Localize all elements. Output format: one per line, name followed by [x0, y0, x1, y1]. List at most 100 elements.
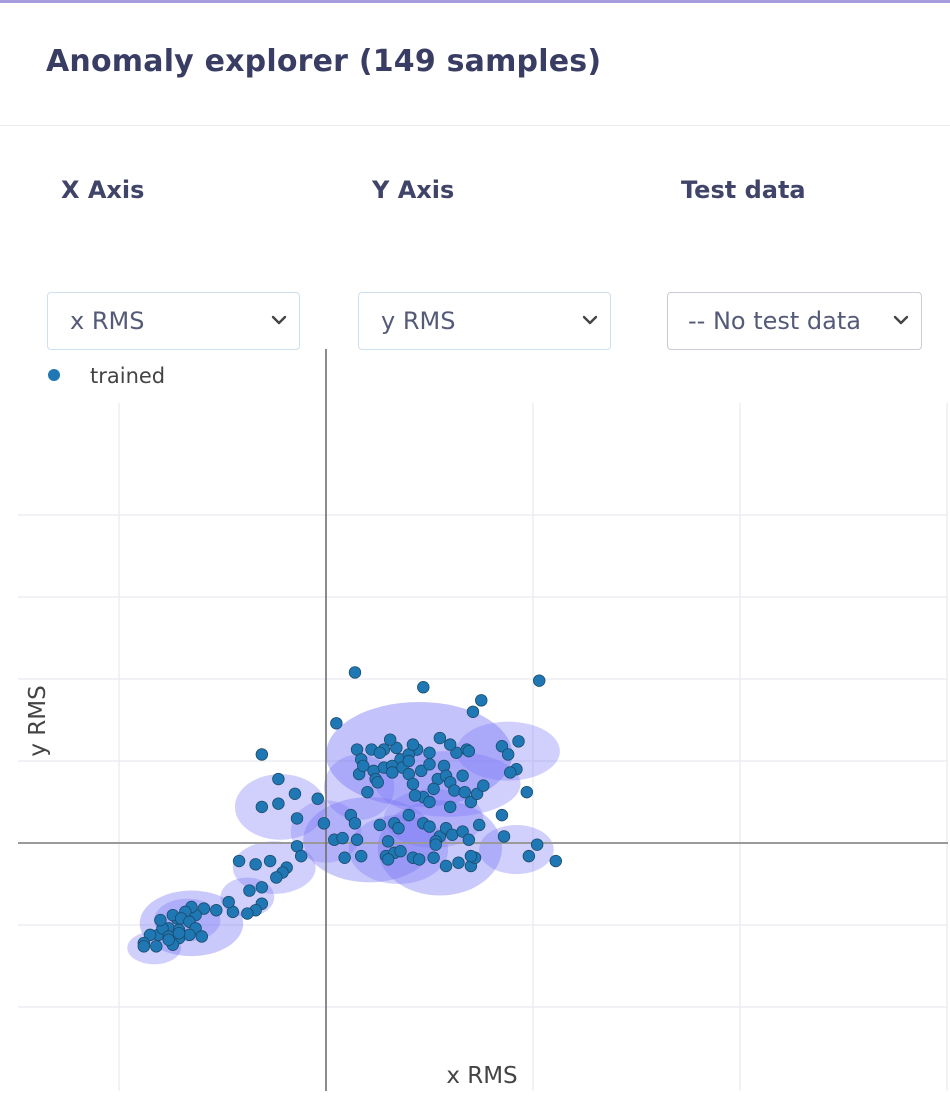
data-point — [472, 818, 486, 832]
test-data-select-value: -- No test data — [688, 307, 861, 335]
data-point — [270, 871, 283, 884]
y-axis-select-value: y RMS — [381, 307, 456, 335]
data-point — [255, 800, 269, 814]
test-data-control: Test data -- No test data — [667, 176, 922, 350]
data-point — [263, 854, 277, 868]
data-point — [311, 792, 324, 805]
data-point — [423, 820, 436, 833]
y-axis-label: Y Axis — [372, 176, 455, 204]
y-axis-control: Y Axis y RMS — [358, 176, 611, 350]
data-point — [504, 766, 517, 779]
data-point — [522, 849, 536, 863]
data-point — [288, 787, 302, 801]
data-point — [477, 779, 490, 792]
scatter-plot-svg[interactable]: trained x RMS y RMS — [0, 343, 950, 1107]
data-point — [255, 881, 269, 894]
data-point — [373, 746, 387, 760]
chevron-down-icon — [893, 315, 909, 325]
data-point — [336, 831, 349, 845]
data-point — [495, 740, 509, 753]
data-point — [452, 856, 465, 869]
data-point — [412, 853, 426, 866]
data-point — [338, 851, 351, 864]
data-point — [466, 705, 480, 719]
data-point — [255, 748, 269, 761]
data-point — [512, 735, 525, 748]
data-point — [464, 849, 478, 863]
data-point — [448, 784, 461, 797]
data-point — [294, 849, 308, 863]
data-point — [183, 928, 196, 942]
data-point — [423, 758, 436, 771]
data-point — [137, 940, 151, 953]
data-point — [241, 907, 254, 920]
y-axis-title: y RMS — [25, 685, 51, 756]
data-point — [143, 928, 157, 942]
data-point — [354, 849, 368, 863]
data-point — [415, 764, 428, 778]
data-point — [464, 795, 478, 809]
axis-controls: X Axis x RMS Y Axis y RMS Test data -- N… — [0, 126, 950, 350]
data-point — [475, 694, 488, 707]
data-point — [330, 717, 343, 730]
data-point — [150, 940, 163, 953]
data-point — [406, 738, 420, 751]
chevron-down-icon — [582, 315, 598, 325]
data-point — [439, 859, 453, 873]
data-point — [423, 795, 436, 809]
card-title: Anomaly explorer (149 samples) — [46, 43, 602, 79]
data-point — [394, 845, 407, 858]
data-point — [402, 808, 416, 822]
data-point — [429, 838, 442, 851]
data-point — [390, 741, 403, 755]
data-point — [423, 746, 436, 760]
data-point — [210, 904, 223, 917]
data-point — [549, 854, 562, 868]
data-point — [533, 674, 546, 687]
legend[interactable]: trained — [48, 364, 165, 388]
data-point — [458, 785, 471, 799]
card-header: Anomaly explorer (149 samples) — [0, 3, 950, 126]
data-point — [348, 817, 362, 830]
data-point — [383, 733, 397, 746]
x-axis-title: x RMS — [446, 1063, 517, 1089]
data-point — [272, 797, 285, 810]
data-point — [456, 769, 469, 782]
scatter-chart[interactable]: trained x RMS y RMS — [0, 343, 950, 1107]
data-point — [162, 933, 175, 946]
data-point — [357, 759, 370, 773]
data-point — [444, 800, 457, 814]
data-point — [456, 825, 469, 838]
data-point — [290, 812, 304, 825]
data-point — [197, 902, 211, 915]
legend-marker — [48, 369, 60, 381]
data-point — [462, 833, 476, 846]
data-points — [137, 666, 562, 953]
data-point — [406, 777, 420, 791]
data-point — [501, 748, 515, 761]
x-axis-control: X Axis x RMS — [47, 176, 300, 350]
test-data-select[interactable]: -- No test data — [667, 292, 922, 350]
test-data-label: Test data — [681, 176, 806, 204]
cluster-region — [232, 841, 316, 894]
x-axis-select-value: x RMS — [70, 307, 145, 335]
data-point — [462, 744, 476, 758]
data-point — [373, 818, 387, 832]
data-point — [402, 754, 416, 768]
data-point — [408, 789, 422, 802]
cluster-region — [479, 824, 554, 875]
legend-label-trained: trained — [90, 364, 165, 388]
data-point — [154, 913, 167, 927]
data-point — [172, 927, 186, 940]
data-point — [427, 782, 440, 796]
data-point — [249, 858, 262, 871]
data-point — [232, 854, 246, 868]
x-axis-select[interactable]: x RMS — [47, 292, 300, 350]
data-point — [446, 828, 459, 842]
data-point — [444, 738, 457, 751]
data-point — [470, 787, 484, 801]
data-point — [386, 766, 399, 779]
y-axis-select[interactable]: y RMS — [358, 292, 611, 350]
data-point — [381, 853, 395, 866]
